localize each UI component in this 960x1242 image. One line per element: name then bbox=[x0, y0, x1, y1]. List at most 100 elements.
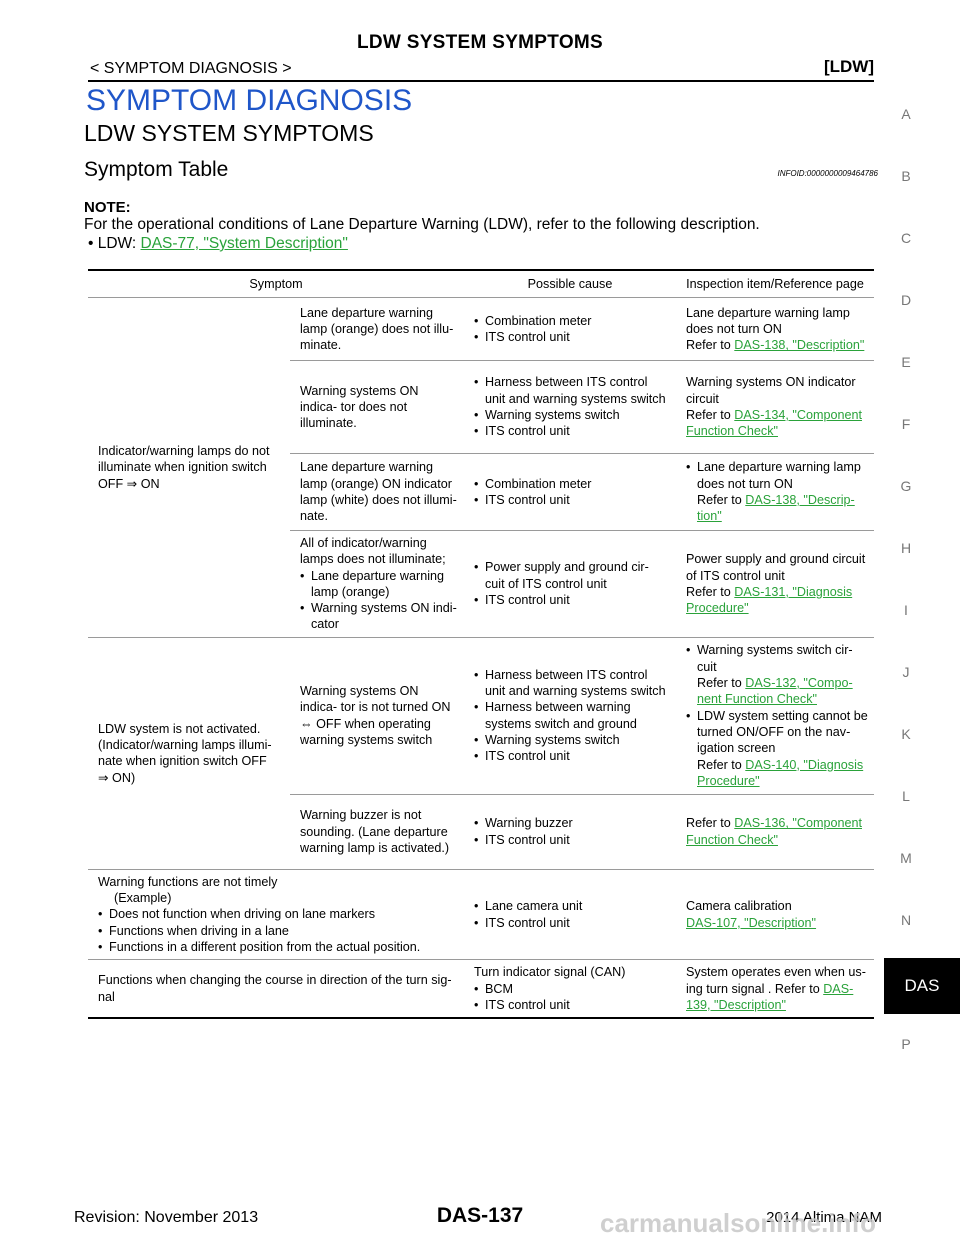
reference-link[interactable]: DAS-138, "Descrip- tion" bbox=[697, 493, 855, 524]
reference-link[interactable]: DAS-134, "Component Function Check" bbox=[686, 408, 862, 439]
symptom-line: nate when ignition switch OFF bbox=[98, 754, 267, 769]
table-row: Warning functions are not timely (Exampl… bbox=[88, 868, 874, 960]
active-section-tab[interactable]: DAS bbox=[884, 958, 960, 1014]
cause-intro: Turn indicator signal (CAN) bbox=[474, 965, 626, 980]
cause-item: ITS control unit bbox=[474, 329, 670, 346]
note-link[interactable]: DAS-77, "System Description" bbox=[140, 235, 348, 252]
possible-cause: Warning buzzer ITS control unit bbox=[464, 793, 676, 870]
inspection-item: Lane departure warning lamp does not tur… bbox=[676, 453, 874, 531]
inspection-bullet: Lane departure warning lamp does not tur… bbox=[686, 459, 868, 524]
possible-cause: Harness between ITS control unit and war… bbox=[464, 636, 676, 795]
symptom-line: illuminate when ignition switch bbox=[98, 460, 267, 475]
symptom-turn-signal: Functions when changing the course in di… bbox=[88, 959, 464, 1020]
note-item-prefix: • LDW: bbox=[88, 235, 141, 252]
index-letter-p[interactable]: P bbox=[901, 1036, 911, 1052]
running-header-system: [LDW] bbox=[823, 57, 874, 76]
cause-item: Combination meter bbox=[474, 313, 670, 330]
header-possible-cause: Possible cause bbox=[527, 276, 613, 291]
refer-text: Refer to bbox=[686, 338, 735, 353]
running-header-section: < SYMPTOM DIAGNOSIS > bbox=[90, 60, 292, 77]
cause-item: ITS control unit bbox=[474, 915, 670, 932]
reference-link[interactable]: DAS- 139, "Description" bbox=[686, 981, 854, 1012]
table-row: All of indicator/warning lamps does not … bbox=[88, 530, 874, 638]
reference-link[interactable]: DAS-132, "Compo- nent Function Check" bbox=[697, 676, 853, 707]
sub-symptom: All of indicator/warning lamps does not … bbox=[290, 530, 464, 638]
info-id: INFOID:0000000009464786 bbox=[777, 169, 878, 178]
inspection-text: Power supply and ground circuit of ITS c… bbox=[686, 552, 866, 583]
inspection-text: LDW system setting cannot be turned ON/O… bbox=[697, 708, 868, 756]
cause-item: ITS control unit bbox=[474, 592, 670, 609]
possible-cause: Turn indicator signal (CAN) BCM ITS cont… bbox=[464, 959, 676, 1020]
symptom-line: Warning functions are not timely bbox=[98, 874, 278, 889]
cause-item: Harness between warning systems switch a… bbox=[474, 699, 670, 732]
cause-item: Lane camera unit bbox=[474, 898, 670, 915]
table-row: Warning buzzer is not sounding. (Lane de… bbox=[88, 793, 874, 870]
index-letter-l[interactable]: L bbox=[902, 788, 910, 804]
section-index-sidebar: A B C D E F G H I J K L M N P bbox=[884, 0, 960, 1242]
header-inspection: Inspection item/Reference page bbox=[686, 276, 864, 291]
reference-link[interactable]: DAS-107, "Description" bbox=[686, 915, 817, 930]
symptom-table: Symptom Possible cause Inspection item/R… bbox=[88, 269, 874, 1020]
index-letter-k[interactable]: K bbox=[901, 726, 911, 742]
symptom-group-not-activated: LDW system is not activated. (Indicator/… bbox=[88, 636, 290, 870]
table-header-row: Symptom Possible cause Inspection item/R… bbox=[88, 270, 874, 298]
sub-symptom-intro: All of indicator/warning lamps does not … bbox=[300, 536, 446, 567]
refer-text: Refer to bbox=[697, 493, 746, 507]
cause-item: Warning buzzer bbox=[474, 815, 670, 832]
index-letter-a[interactable]: A bbox=[901, 106, 911, 122]
index-letter-m[interactable]: M bbox=[900, 850, 912, 866]
cause-item: ITS control unit bbox=[474, 423, 670, 440]
cause-item: Harness between ITS control unit and war… bbox=[474, 374, 670, 407]
symptom-line: LDW system is not activated. bbox=[98, 721, 261, 736]
cause-item: ITS control unit bbox=[474, 997, 670, 1014]
cause-item: Warning systems switch bbox=[474, 407, 670, 424]
reference-link[interactable]: DAS-131, "Diagnosis Procedure" bbox=[686, 584, 853, 616]
sub-symptom: Lane departure warning lamp (orange) doe… bbox=[290, 297, 464, 361]
reference-link[interactable]: DAS-138, "Description" bbox=[734, 338, 865, 353]
index-letter-g[interactable]: G bbox=[900, 478, 912, 494]
index-letter-h[interactable]: H bbox=[900, 540, 912, 556]
index-letter-d[interactable]: D bbox=[900, 292, 912, 308]
cause-item: ITS control unit bbox=[474, 832, 670, 849]
index-letter-i[interactable]: I bbox=[904, 602, 908, 618]
index-letter-n[interactable]: N bbox=[900, 912, 912, 928]
symptom-item: Does not function when driving on lane m… bbox=[98, 906, 458, 923]
sub-symptom: Warning systems ON indica- tor does not … bbox=[290, 360, 464, 454]
sub-symptom: Lane departure warning lamp (orange) ON … bbox=[290, 453, 464, 531]
table-row: LDW system is not activated. (Indicator/… bbox=[88, 636, 874, 870]
index-letter-f[interactable]: F bbox=[901, 416, 911, 432]
cause-item: Combination meter bbox=[474, 476, 670, 493]
possible-cause: Power supply and ground cir- cuit of ITS… bbox=[464, 530, 676, 638]
index-letter-b[interactable]: B bbox=[901, 168, 911, 184]
running-header-title: LDW SYSTEM SYMPTOMS bbox=[356, 32, 604, 53]
sub-symptom-item: Warning systems ON indi- cator bbox=[300, 600, 458, 633]
table-row: Functions when changing the course in di… bbox=[88, 959, 874, 1020]
inspection-bullet: LDW system setting cannot be turned ON/O… bbox=[686, 708, 868, 789]
symptom-example: (Example) bbox=[114, 891, 172, 906]
note-item: • LDW: DAS-77, "System Description" bbox=[88, 235, 348, 253]
footer-model: 2014 Altima NAM bbox=[766, 1209, 882, 1226]
inspection-item: Warning systems switch cir- cuit Refer t… bbox=[676, 636, 874, 795]
possible-cause: Lane camera unit ITS control unit bbox=[464, 868, 676, 960]
cause-item: BCM bbox=[474, 981, 670, 998]
reference-link[interactable]: DAS-140, "Diagnosis Procedure" bbox=[697, 757, 864, 788]
sub-symptom-item: Lane departure warning lamp (orange) bbox=[300, 568, 458, 601]
table-title: Symptom Table bbox=[84, 158, 229, 181]
symptom-line: Indicator/warning lamps do not bbox=[98, 443, 270, 458]
cause-item: Harness between ITS control unit and war… bbox=[474, 667, 670, 700]
symptom-timing: Warning functions are not timely (Exampl… bbox=[88, 868, 464, 960]
symptom-item: Functions when driving in a lane bbox=[98, 923, 458, 940]
index-letter-c[interactable]: C bbox=[900, 230, 912, 246]
reference-link[interactable]: DAS-136, "Component Function Check" bbox=[686, 816, 862, 847]
index-letter-e[interactable]: E bbox=[901, 354, 911, 370]
refer-text: Refer to bbox=[686, 408, 735, 422]
note-label: NOTE: bbox=[84, 199, 131, 216]
table-row: Indicator/warning lamps do not illuminat… bbox=[88, 297, 874, 638]
cause-item: ITS control unit bbox=[474, 748, 670, 765]
inspection-item: Warning systems ON indicator circuit Ref… bbox=[676, 360, 874, 454]
cause-item: ITS control unit bbox=[474, 492, 670, 509]
inspection-item: Power supply and ground circuit of ITS c… bbox=[676, 530, 874, 638]
cause-item: Power supply and ground cir- cuit of ITS… bbox=[474, 559, 670, 592]
inspection-item: Refer to DAS-136, "Component Function Ch… bbox=[676, 793, 874, 870]
index-letter-j[interactable]: J bbox=[902, 664, 910, 680]
